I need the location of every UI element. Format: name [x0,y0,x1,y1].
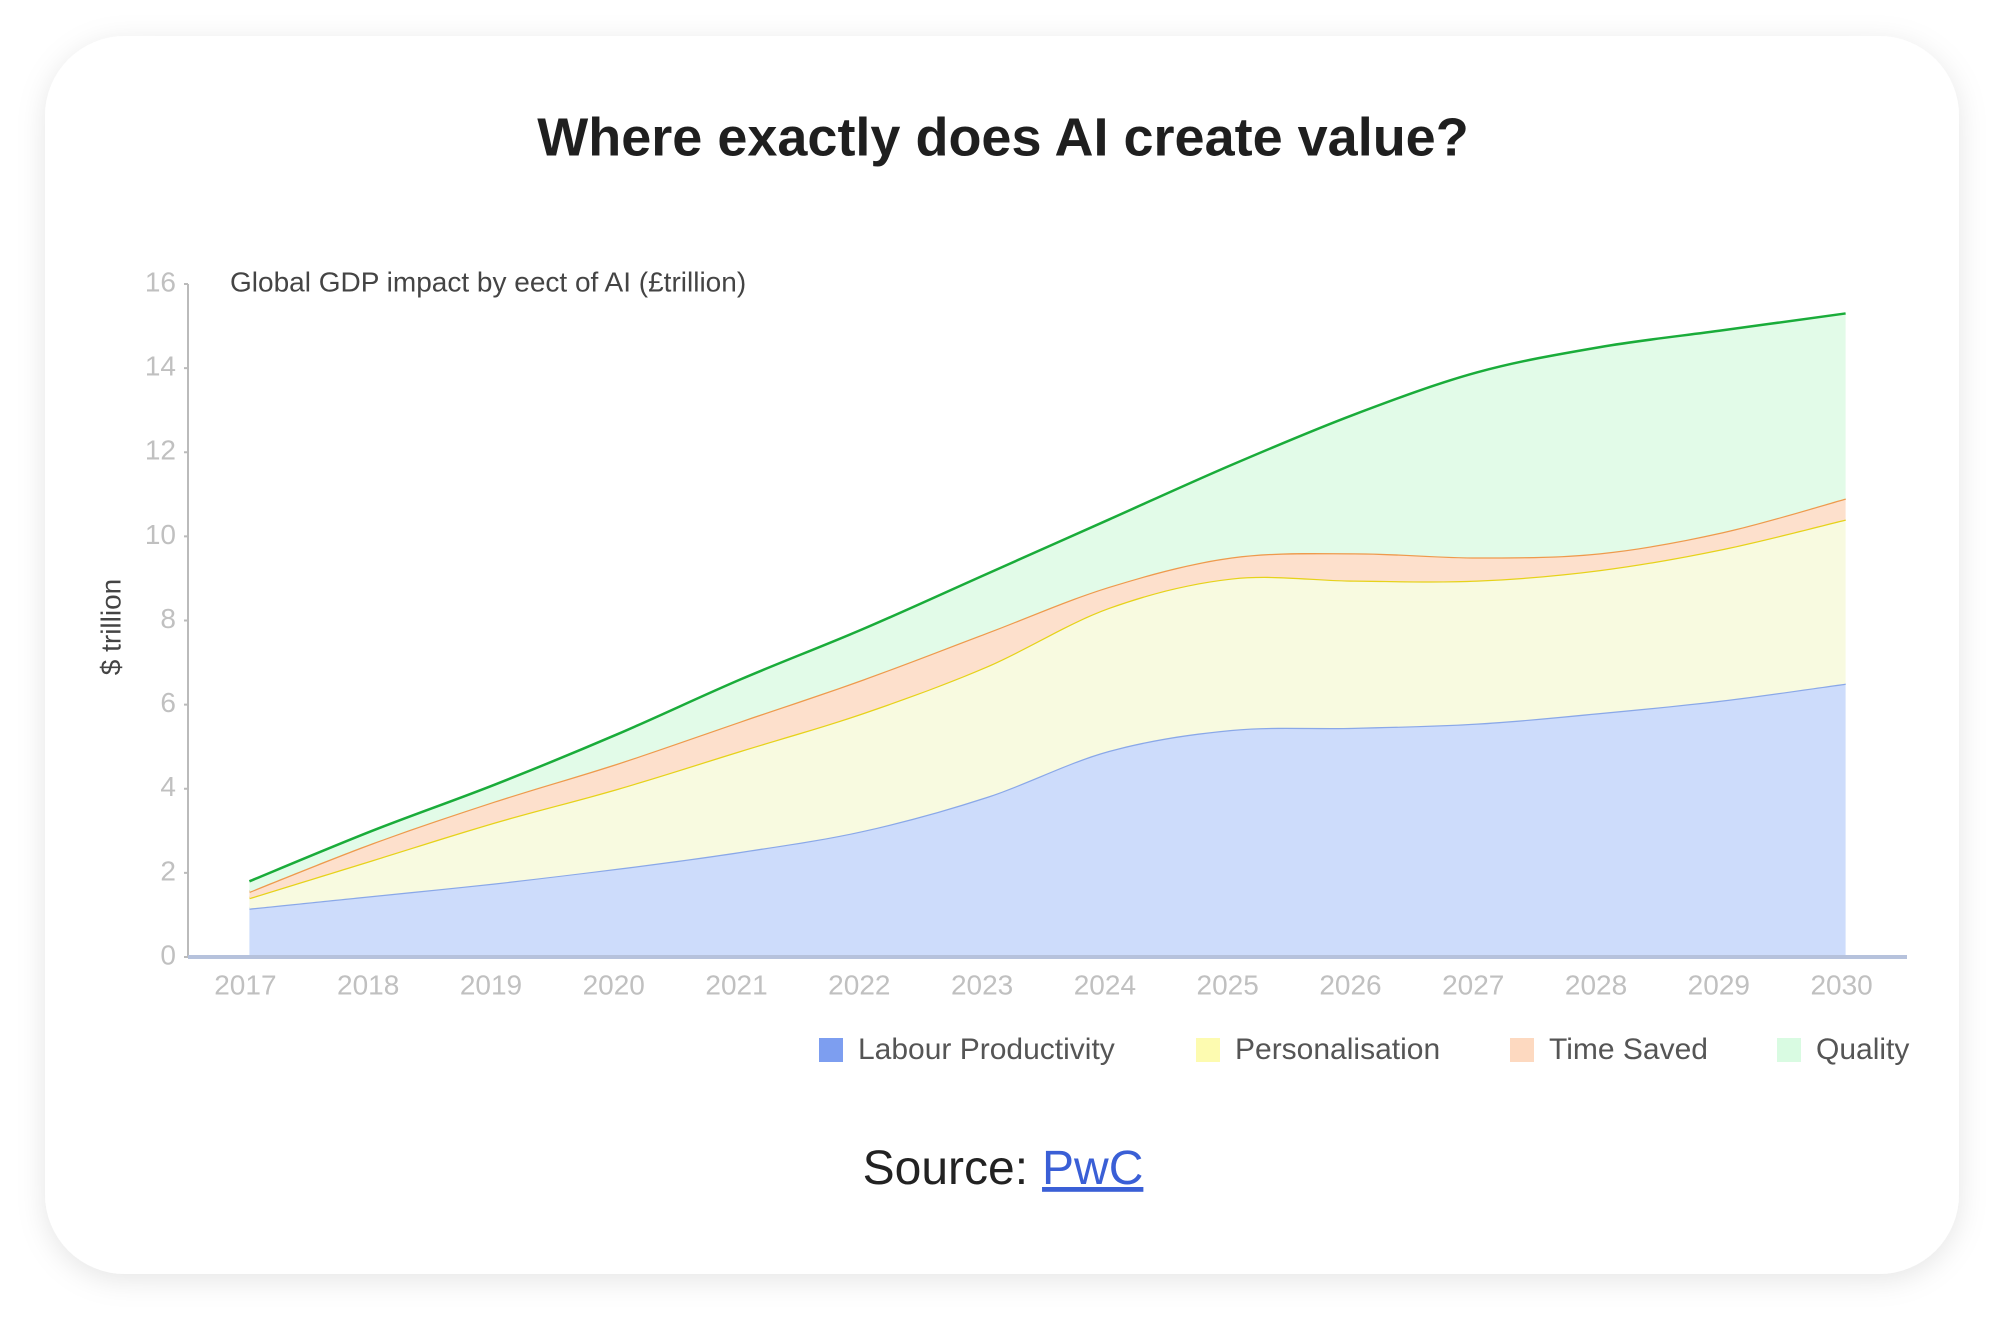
x-tick-label: 2026 [1319,969,1381,1000]
y-tick-label: 10 [145,519,176,550]
x-tick-label: 2024 [1074,969,1136,1000]
plot: 0 2 4 6 8 10 12 14 16 2017 2018 2019 2020 2021 2022 202… [145,266,1910,1066]
y-tick-label: 2 [160,855,176,886]
legend-swatch [1510,1038,1534,1062]
x-tick-label: 2019 [460,969,522,1000]
legend-label: Personalisation [1235,1033,1440,1066]
y-tick-label: 14 [145,351,176,382]
legend-label: Quality [1816,1033,1909,1066]
x-tick-label: 2022 [828,969,890,1000]
source-label: Source: [863,1142,1028,1195]
legend-label: Time Saved [1549,1033,1708,1066]
y-tick-label: 8 [160,603,176,634]
area [249,519,1846,909]
x-tick-label: 2023 [951,969,1013,1000]
x-tick-label: 2028 [1565,969,1627,1000]
legend-swatch [1196,1038,1220,1062]
y-tick-label: 0 [160,939,176,970]
source-link[interactable]: PwC [1042,1142,1143,1195]
area-line [248,312,1846,883]
x-tick-label: 2021 [705,969,767,1000]
y-tick-label: 6 [160,687,176,718]
area [249,683,1846,957]
y-axis-label: $ trillion [95,579,126,675]
area [249,313,1846,892]
y-tick-label: 16 [145,266,176,297]
x-tick-label: 2018 [337,969,399,1000]
chart-subtitle: Global GDP impact by eect of AI (£trilli… [230,266,746,297]
y-tick-label: 12 [145,435,176,466]
source: Source: PwC [863,1142,1144,1195]
x-tick-label: 2025 [1197,969,1259,1000]
x-tick-label: 2027 [1442,969,1504,1000]
x-tick-label: 2029 [1688,969,1750,1000]
legend-label: Labour Productivity [858,1033,1115,1066]
y-tick-label: 4 [160,771,176,802]
x-tick-label: 2017 [214,969,276,1000]
x-tick-label: 2020 [583,969,645,1000]
legend-swatch [819,1038,843,1062]
legend-swatch [1777,1038,1801,1062]
chart-title: Where exactly does AI create value? [537,107,1468,167]
x-tick-label: 2030 [1810,969,1872,1000]
